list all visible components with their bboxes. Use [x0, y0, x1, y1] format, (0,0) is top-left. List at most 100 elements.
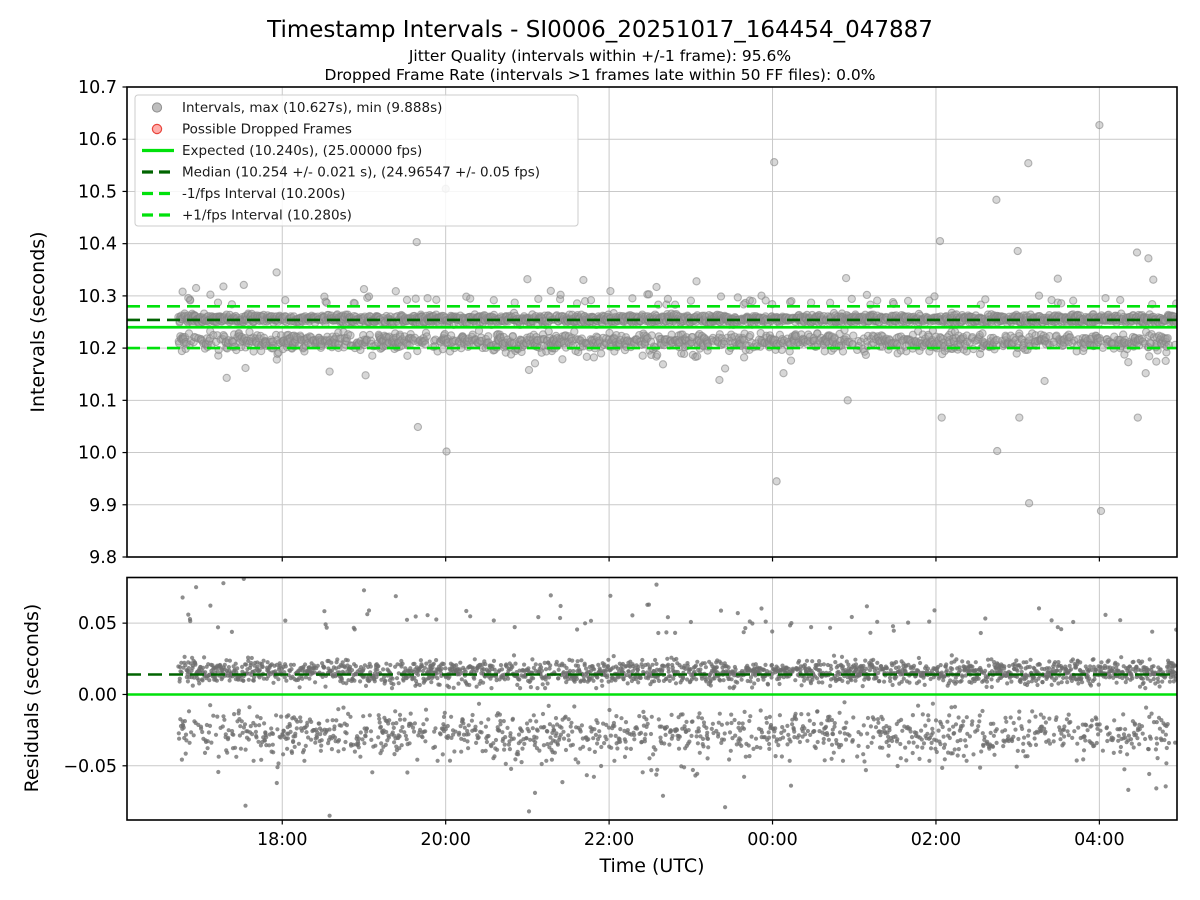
residual-point — [422, 665, 427, 670]
interval-point — [489, 296, 498, 305]
interval-point — [206, 290, 215, 299]
residual-point — [335, 657, 340, 662]
residual-point — [552, 750, 558, 755]
residual-point — [383, 678, 388, 684]
residual-point — [284, 678, 289, 683]
residual-point — [261, 658, 266, 663]
residual-point — [397, 734, 402, 739]
residual-point — [232, 712, 237, 717]
residual-point — [216, 754, 221, 759]
residual-point — [571, 669, 576, 674]
residual-point — [317, 721, 322, 726]
residual-point — [451, 685, 456, 691]
residual-point — [286, 713, 291, 718]
residual-point — [654, 772, 659, 777]
residual-point — [226, 735, 231, 740]
interval-point — [841, 273, 851, 283]
residual-point — [615, 746, 620, 751]
interval-point — [191, 283, 201, 293]
residual-point — [193, 662, 198, 667]
interval-point — [239, 280, 248, 290]
interval-point — [508, 331, 518, 341]
residual-point — [205, 746, 210, 751]
residual-point — [445, 723, 450, 729]
residual-point — [183, 751, 188, 756]
residual-point — [667, 742, 672, 747]
residual-point — [443, 666, 448, 671]
residual-point — [393, 594, 398, 599]
residual-point — [579, 723, 585, 728]
residual-point — [541, 743, 547, 748]
interval-point — [442, 447, 451, 456]
residual-point — [572, 704, 577, 709]
residual-point — [534, 735, 539, 740]
residual-point — [545, 729, 550, 734]
residual-point — [298, 715, 303, 720]
residual-point — [570, 729, 575, 734]
residual-point — [694, 734, 699, 739]
residual-point — [292, 744, 297, 750]
residual-point — [561, 736, 567, 741]
residual-point — [187, 740, 192, 745]
residual-point — [680, 712, 685, 717]
residual-point — [636, 664, 641, 669]
residual-point — [479, 720, 484, 725]
residual-point — [376, 713, 381, 718]
residual-point — [656, 678, 662, 684]
residual-point — [418, 658, 423, 663]
residual-point — [376, 735, 381, 740]
residual-point — [592, 667, 597, 672]
residual-point — [516, 732, 522, 737]
residual-point — [434, 671, 439, 676]
residual-point — [566, 733, 571, 738]
y-tick-label: 10.6 — [78, 130, 117, 150]
residual-point — [404, 737, 409, 742]
residual-point — [676, 746, 682, 751]
interval-point — [391, 287, 400, 296]
residual-point — [399, 743, 404, 748]
residual-point — [264, 735, 269, 740]
residual-point — [602, 662, 607, 667]
residual-point — [182, 719, 187, 724]
residual-point — [439, 666, 444, 672]
residual-point — [352, 749, 357, 754]
residual-point — [452, 749, 457, 754]
residual-point — [275, 765, 280, 770]
residual-point — [486, 733, 491, 739]
interval-point — [432, 295, 441, 304]
residual-point — [630, 613, 635, 618]
residual-point — [388, 662, 393, 668]
interval-point — [1132, 248, 1142, 257]
y-tick-label: 10.5 — [78, 182, 117, 202]
interval-point — [272, 268, 281, 277]
residual-point — [387, 718, 392, 723]
residual-point — [586, 737, 591, 742]
residual-point — [511, 736, 516, 741]
y-tick-label: 10.1 — [78, 391, 117, 411]
residual-point — [533, 740, 538, 745]
residual-point — [415, 757, 420, 762]
residual-point — [608, 593, 613, 598]
residual-point — [468, 614, 473, 619]
interval-point — [716, 292, 726, 301]
residual-point — [632, 737, 637, 742]
residual-point — [332, 724, 337, 729]
residual-point — [554, 731, 559, 736]
residual-point — [325, 718, 330, 723]
residual-point — [182, 654, 187, 660]
residual-point — [637, 714, 642, 719]
residual-point — [235, 666, 240, 671]
residual-point — [358, 730, 363, 735]
interval-point — [930, 292, 939, 301]
interval-point — [761, 296, 770, 305]
residual-point — [433, 726, 438, 731]
residual-point — [531, 713, 536, 718]
residual-point — [697, 750, 702, 755]
residual-point — [403, 733, 408, 738]
interval-point — [733, 293, 742, 302]
residual-point — [667, 678, 672, 684]
residual-point — [434, 617, 439, 622]
residual-point — [454, 663, 459, 668]
interval-point — [403, 351, 412, 360]
residual-point — [588, 618, 594, 623]
